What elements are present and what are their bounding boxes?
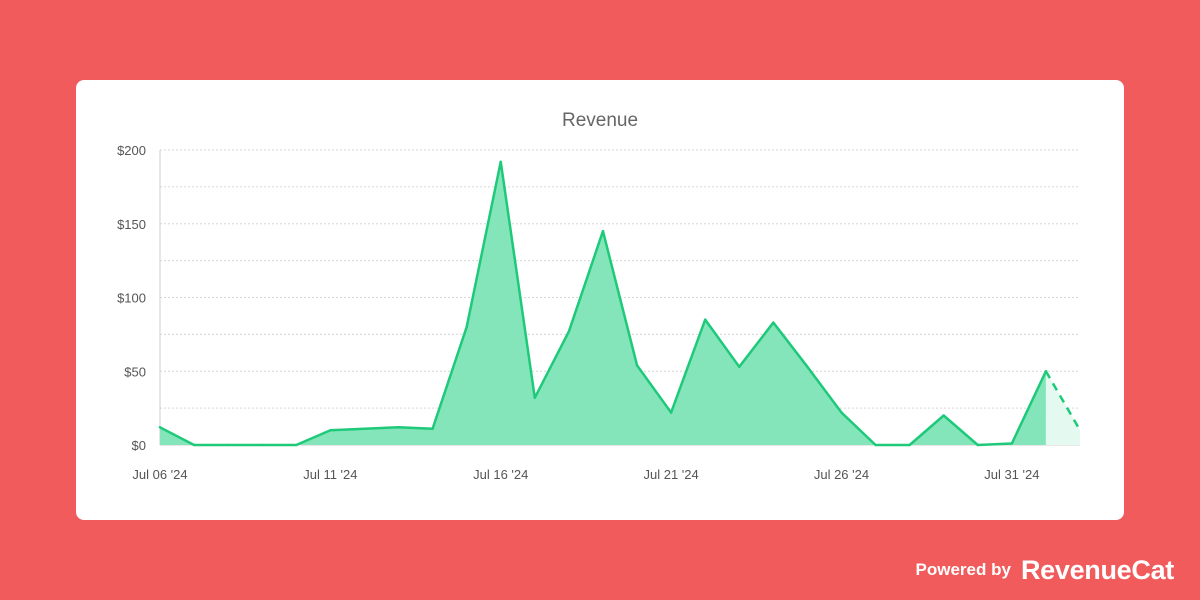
data-point (363, 427, 366, 430)
data-point (1010, 442, 1014, 445)
x-tick-label: Jul 06 '24 (132, 467, 187, 482)
data-point (1044, 370, 1048, 373)
projected-line (1044, 370, 1082, 431)
data-point (431, 427, 434, 430)
data-point (499, 160, 502, 163)
data-point (874, 443, 877, 447)
data-point (295, 443, 298, 447)
data-point (635, 364, 639, 367)
data-points (158, 160, 1048, 447)
data-point (976, 443, 979, 447)
data-point (465, 325, 468, 329)
footer: Powered by RevenueCat (915, 554, 1175, 586)
data-point (329, 429, 332, 432)
data-point (772, 321, 775, 324)
y-tick-label: $50 (124, 364, 146, 379)
data-point (261, 443, 264, 447)
x-tick-label: Jul 16 '24 (473, 467, 528, 482)
x-tick-label: Jul 21 '24 (643, 467, 698, 482)
x-tick-label: Jul 31 '24 (984, 467, 1039, 482)
revenue-area (158, 160, 1082, 447)
chart-title: Revenue (562, 110, 638, 131)
data-point (226, 443, 230, 447)
y-tick-label: $200 (117, 143, 146, 158)
data-point (840, 411, 843, 414)
data-point (942, 414, 945, 417)
data-point (533, 396, 537, 399)
revenue-chart: Revenue $0$50$100$150$200 Jul 06 '24 Jul … (117, 110, 1082, 482)
data-point (567, 330, 571, 333)
revenuecat-logo: RevenueCat (1020, 554, 1174, 585)
data-point (158, 426, 162, 429)
x-axis-ticks: Jul 06 '24 Jul 11 '24 Jul 16 '24 Jul 21 '24… (132, 467, 1039, 482)
data-point (908, 443, 911, 447)
powered-by-label: Powered by (915, 560, 1011, 579)
y-tick-label: $0 (132, 438, 146, 453)
x-tick-label: Jul 11 '24 (303, 467, 357, 482)
x-tick-label: Jul 26 '24 (814, 467, 869, 482)
data-point (397, 426, 400, 429)
revenue-area-fill (160, 161, 1046, 446)
projected-area-fill (1045, 371, 1080, 445)
data-point (806, 365, 809, 369)
y-axis-ticks: $0 $50 $100 $150 $200 (117, 143, 146, 453)
y-tick-label: $150 (117, 217, 146, 232)
y-tick-label: $100 (117, 291, 146, 306)
data-point (192, 443, 196, 447)
data-point (669, 411, 673, 414)
data-point (703, 318, 707, 321)
data-point (738, 365, 741, 369)
data-point (601, 229, 605, 233)
chart-card: Revenue $0 $50 $100 $150 $200 Jul 06 '24 Jul … (76, 80, 1124, 520)
